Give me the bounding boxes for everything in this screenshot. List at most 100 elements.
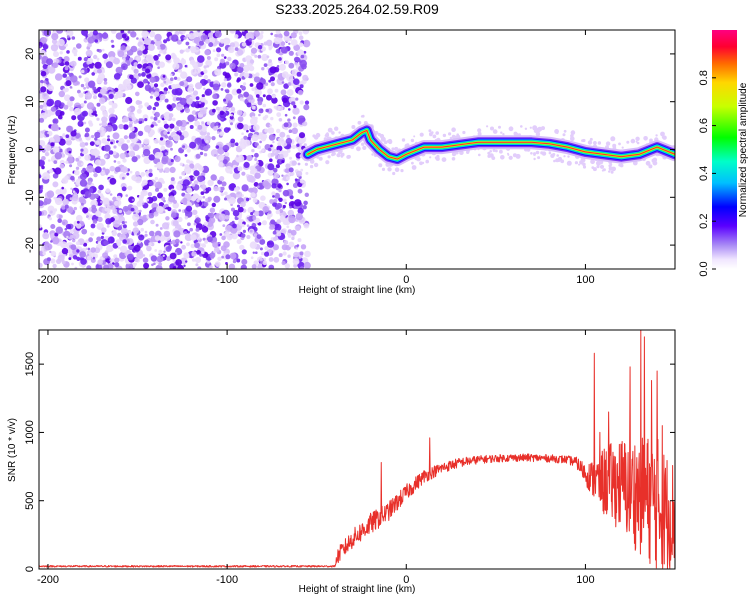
noise-dot bbox=[289, 156, 293, 160]
noise-dot bbox=[204, 38, 210, 44]
noise-dot bbox=[64, 204, 69, 209]
noise-dot bbox=[195, 217, 201, 223]
noise-dot bbox=[152, 106, 156, 111]
noise-dot bbox=[63, 230, 71, 239]
halo-dot bbox=[645, 160, 651, 166]
noise-dot bbox=[88, 109, 93, 114]
noise-dot bbox=[163, 39, 168, 44]
noise-dot bbox=[220, 127, 223, 130]
noise-dot bbox=[236, 154, 239, 158]
noise-dot bbox=[84, 154, 91, 161]
noise-dot bbox=[163, 115, 170, 121]
noise-dot bbox=[59, 163, 65, 169]
noise-dot bbox=[183, 264, 186, 267]
halo-dot bbox=[477, 131, 482, 136]
noise-dot bbox=[101, 227, 107, 233]
noise-dot bbox=[43, 232, 48, 237]
noise-dot bbox=[293, 104, 297, 109]
noise-dot bbox=[212, 83, 220, 91]
noise-dot bbox=[153, 138, 159, 144]
noise-dot bbox=[149, 31, 156, 38]
noise-dot bbox=[203, 145, 209, 152]
noise-dot bbox=[39, 54, 42, 60]
noise-dot bbox=[237, 116, 244, 122]
noise-dot bbox=[270, 116, 274, 121]
halo-dot bbox=[635, 136, 640, 141]
snr-x-tick-label: 0 bbox=[403, 574, 409, 586]
noise-dot bbox=[84, 191, 92, 198]
noise-dot bbox=[185, 41, 190, 46]
noise-dot bbox=[176, 121, 180, 125]
noise-dot bbox=[43, 30, 52, 37]
noise-dot bbox=[170, 159, 174, 163]
noise-dot bbox=[284, 201, 287, 205]
noise-dot bbox=[159, 137, 164, 141]
noise-dot bbox=[148, 168, 153, 173]
noise-dot bbox=[70, 244, 77, 251]
noise-dot bbox=[225, 215, 230, 220]
noise-dot bbox=[292, 182, 299, 188]
noise-dot bbox=[288, 50, 294, 56]
noise-dot bbox=[297, 207, 304, 215]
noise-dot bbox=[232, 172, 241, 180]
noise-dot bbox=[137, 63, 143, 69]
noise-dot bbox=[100, 105, 107, 112]
noise-dot bbox=[72, 238, 76, 243]
noise-dot bbox=[197, 55, 205, 63]
noise-dot bbox=[58, 138, 66, 146]
noise-dot bbox=[96, 48, 100, 52]
noise-dot bbox=[110, 39, 114, 43]
halo-dot bbox=[567, 155, 570, 158]
noise-dot bbox=[241, 258, 248, 265]
noise-dot bbox=[50, 210, 53, 214]
noise-dot bbox=[180, 38, 184, 42]
noise-dot bbox=[96, 265, 99, 268]
noise-dot bbox=[266, 67, 270, 70]
noise-dot bbox=[125, 96, 133, 105]
noise-dot bbox=[90, 258, 96, 263]
noise-dot bbox=[221, 181, 227, 187]
noise-dot bbox=[201, 226, 209, 233]
noise-dot bbox=[39, 224, 42, 229]
noise-dot bbox=[279, 209, 284, 213]
noise-dot bbox=[281, 260, 286, 266]
spectrogram-y-tick-label: -20 bbox=[24, 237, 36, 253]
noise-dot bbox=[94, 61, 102, 69]
noise-dot bbox=[142, 202, 145, 205]
noise-dot bbox=[262, 56, 267, 61]
noise-dot bbox=[45, 133, 50, 138]
noise-dot bbox=[216, 131, 220, 134]
noise-dot bbox=[293, 251, 299, 258]
noise-dot bbox=[48, 168, 54, 174]
noise-dot bbox=[240, 264, 247, 269]
noise-dot bbox=[87, 80, 96, 88]
noise-dot bbox=[196, 250, 202, 255]
noise-dot bbox=[57, 254, 65, 262]
halo-dot bbox=[570, 136, 575, 142]
noise-dot bbox=[101, 48, 105, 52]
halo-dot bbox=[338, 131, 341, 134]
halo-dot bbox=[400, 169, 404, 173]
noise-dot bbox=[123, 79, 131, 87]
noise-dot bbox=[54, 170, 57, 173]
noise-dot bbox=[266, 94, 272, 101]
halo-dot bbox=[379, 133, 385, 139]
noise-dot bbox=[204, 49, 211, 56]
noise-dot bbox=[284, 113, 288, 117]
noise-dot bbox=[83, 57, 89, 62]
noise-dot bbox=[86, 165, 94, 173]
noise-dot bbox=[138, 100, 143, 105]
noise-dot bbox=[186, 187, 193, 194]
noise-dot bbox=[293, 44, 301, 51]
noise-dot bbox=[143, 239, 150, 246]
halo-dot bbox=[520, 125, 523, 128]
halo-dot bbox=[574, 161, 579, 165]
noise-dot bbox=[176, 39, 182, 45]
noise-dot bbox=[193, 222, 197, 226]
noise-dot bbox=[192, 61, 198, 68]
noise-dot bbox=[263, 63, 268, 67]
noise-dot bbox=[280, 46, 288, 54]
noise-dot bbox=[134, 257, 139, 263]
noise-dot bbox=[59, 111, 65, 116]
